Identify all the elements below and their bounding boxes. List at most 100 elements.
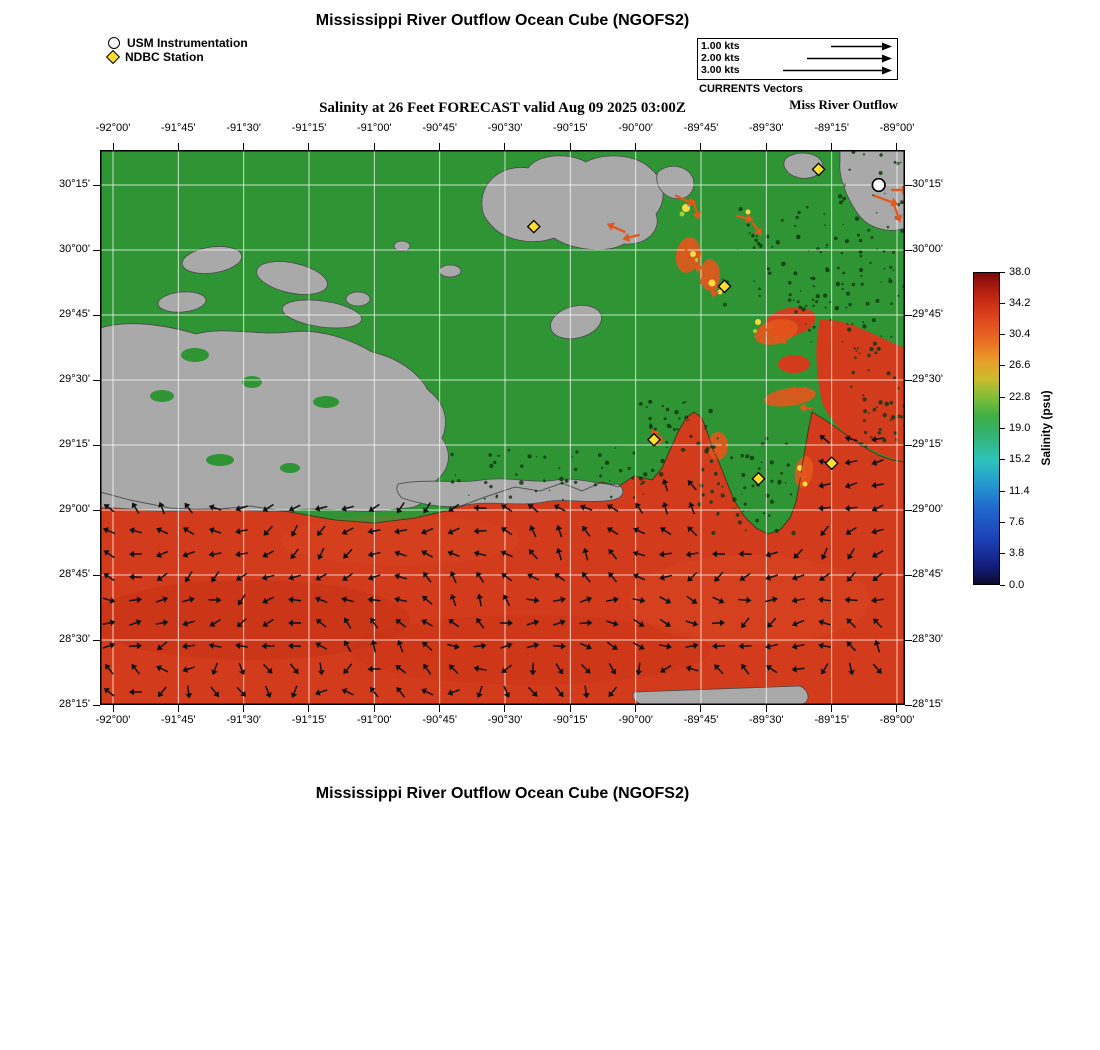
lon-tick-label-top: -90°45' (422, 122, 457, 134)
lon-tick-label-top: -91°00' (357, 122, 392, 134)
lat-tick-label-left: 30°00' (59, 243, 90, 255)
lon-tick-label-bottom: -90°15' (553, 714, 588, 726)
key-arrow-icon (831, 42, 892, 50)
lat-tick-right (905, 509, 912, 511)
lon-tick-label-bottom: -91°30' (226, 714, 261, 726)
lon-tick-top (112, 143, 114, 150)
lat-tick-left (93, 704, 100, 706)
lat-tick-label-left: 28°30' (59, 633, 90, 645)
lon-tick-bottom (569, 705, 571, 712)
colorbar-tick (1000, 490, 1005, 492)
lat-tick-label-right: 30°15' (912, 178, 943, 190)
lon-tick-label-bottom: -91°15' (291, 714, 327, 726)
lat-tick-right (905, 184, 912, 186)
lat-tick-label-left: 28°45' (59, 568, 90, 580)
lon-tick-label-top: -90°15' (553, 122, 588, 134)
ndbc-marker-icon (105, 49, 121, 65)
lat-tick-right (905, 444, 912, 446)
ndbc-station-marker (811, 162, 826, 177)
key-row-label: 3.00 kts (701, 64, 740, 76)
currents-vector-key: 1.00 kts 2.00 kts 3.00 kts (697, 38, 898, 80)
lon-tick-label-bottom: -89°15' (814, 714, 849, 726)
marker-legend: USM Instrumentation NDBC Station (105, 36, 248, 65)
key-arrow-icon (783, 66, 892, 74)
lon-tick-label-bottom: -91°00' (357, 714, 392, 726)
lat-tick-right (905, 314, 912, 316)
lat-tick-label-right: 30°00' (912, 243, 943, 255)
colorbar-gradient (973, 272, 1000, 585)
lon-tick-bottom (373, 705, 375, 712)
lat-tick-right (905, 379, 912, 381)
colorbar-tick (1000, 396, 1005, 398)
lat-tick-right (905, 704, 912, 706)
colorbar-tick (1000, 428, 1005, 429)
ndbc-station-marker (717, 279, 732, 294)
colorbar-tick (1000, 553, 1005, 555)
lat-tick-right (905, 574, 912, 576)
river-outflow-vectors (606, 185, 905, 480)
lon-tick-label-top: -90°30' (487, 122, 523, 134)
colorbar-tick-label: 19.0 (1009, 422, 1031, 434)
key-row-label: 2.00 kts (701, 52, 740, 64)
colorbar-tick (1000, 334, 1005, 336)
lat-tick-left (93, 184, 100, 186)
lon-tick-bottom (635, 705, 637, 712)
lat-tick-right (905, 249, 912, 251)
lon-tick-label-bottom: -89°45' (683, 714, 719, 726)
colorbar-tick (1000, 521, 1005, 523)
forecast-subtitle: Salinity at 26 Feet FORECAST valid Aug 0… (319, 100, 686, 116)
ndbc-station-marker (646, 432, 662, 447)
lat-tick-left (93, 574, 100, 576)
ndbc-station-marker (751, 471, 766, 486)
page-title: Mississippi River Outflow Ocean Cube (NG… (315, 12, 690, 29)
lon-tick-top (765, 143, 767, 150)
colorbar-tick-label: 0.0 (1009, 578, 1025, 591)
lat-tick-label-right: 29°00' (912, 503, 943, 515)
colorbar-tick-label: 34.2 (1009, 296, 1031, 309)
lon-tick-label-top: -89°00' (879, 122, 915, 134)
lon-tick-top (896, 143, 898, 150)
usm-legend-label: USM Instrumentation (127, 36, 248, 50)
key-row: 3.00 kts (701, 64, 894, 76)
lat-tick-left (93, 444, 100, 446)
ndbc-station-marker (526, 219, 541, 234)
lat-tick-label-right: 29°15' (912, 438, 943, 450)
ndbc-legend-row: NDBC Station (105, 49, 248, 65)
lon-tick-top (831, 143, 833, 150)
lat-tick-left (93, 314, 100, 316)
key-row: 2.00 kts (701, 52, 894, 64)
lon-tick-label-top: -90°00' (618, 122, 653, 134)
key-row-label: 1.00 kts (701, 40, 740, 52)
bottom-page-title: Mississippi River Outflow Ocean Cube (NG… (315, 785, 690, 802)
lon-tick-label-bottom: -90°45' (422, 714, 457, 726)
colorbar-tick (1000, 459, 1005, 461)
lon-tick-label-bottom: -91°45' (161, 714, 196, 726)
lon-tick-bottom (896, 705, 898, 712)
lat-tick-left (93, 379, 100, 381)
usm-station-marker (871, 177, 886, 193)
miss-river-outflow-caption: Miss River Outflow (789, 97, 898, 112)
lon-tick-label-top: -91°30' (226, 122, 261, 134)
lon-tick-label-bottom: -89°00' (879, 714, 915, 726)
lat-tick-label-right: 28°15' (912, 698, 943, 710)
colorbar-axis-label: Salinity (psu) (1039, 390, 1053, 466)
key-arrow-icon (807, 54, 892, 62)
lon-tick-bottom (439, 705, 441, 712)
lon-tick-label-bottom: -90°30' (487, 714, 523, 726)
lat-tick-label-right: 29°30' (912, 373, 943, 385)
lon-tick-top (569, 143, 571, 150)
colorbar-tick (1000, 271, 1005, 273)
usm-legend-row: USM Instrumentation (108, 36, 248, 50)
lon-tick-label-top: -89°30' (749, 122, 784, 134)
lon-tick-top (504, 143, 506, 150)
colorbar-tick (1000, 302, 1005, 304)
lon-tick-top (177, 143, 179, 150)
lat-tick-label-right: 28°45' (912, 568, 943, 580)
lon-tick-label-top: -91°45' (161, 122, 196, 134)
lon-tick-bottom (504, 705, 506, 712)
lon-tick-bottom (243, 705, 245, 712)
lon-tick-label-top: -89°15' (814, 122, 849, 134)
lon-tick-label-bottom: -89°30' (749, 714, 784, 726)
lat-tick-label-left: 30°15' (59, 178, 90, 190)
